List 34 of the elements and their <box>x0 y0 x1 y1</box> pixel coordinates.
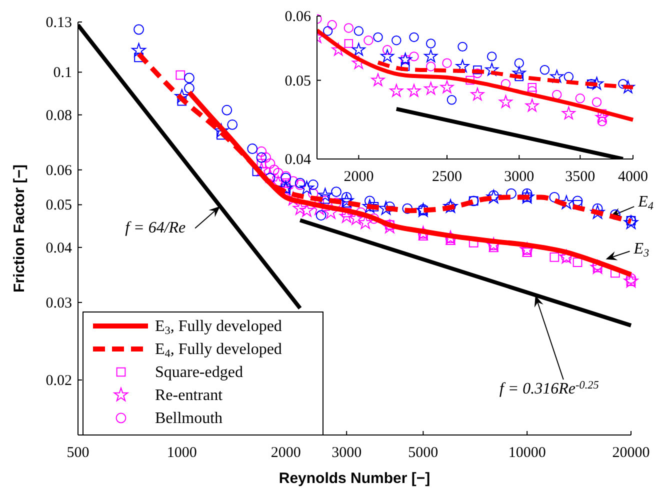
x-tick-label: 2500 <box>432 169 462 185</box>
x-tick-label: 2000 <box>270 445 301 461</box>
legend-label: Bellmouth <box>155 410 223 427</box>
x-tick-label: 2000 <box>344 169 374 185</box>
y-tick-label: 0.08 <box>46 108 72 124</box>
y-tick-label: 0.06 <box>46 162 72 179</box>
y-axis-title: Friction Factor [−] <box>11 164 28 292</box>
legend-label: Re-entrant <box>155 387 224 404</box>
x-tick-label: 20000 <box>612 445 650 461</box>
y-tick-label: 0.02 <box>46 372 72 389</box>
x-tick-label: 10000 <box>508 445 546 461</box>
y-tick-label: 0.04 <box>284 152 312 168</box>
x-tick-label: 3000 <box>332 445 362 461</box>
y-tick-label: 0.04 <box>46 240 72 256</box>
y-tick-label: 0.05 <box>46 198 72 214</box>
x-tick-label: 500 <box>66 445 90 461</box>
x-tick-label: 5000 <box>408 445 438 461</box>
y-tick-label: 0.1 <box>53 65 72 82</box>
x-tick-label: 4000 <box>618 169 648 185</box>
legend-label: E$_{3}$, Fully developed <box>155 318 282 338</box>
y-tick-label: 0.13 <box>46 15 72 31</box>
x-axis-title: Reynolds Number [−] <box>278 470 430 487</box>
annotation: E$_{4}$ <box>637 194 654 213</box>
x-tick-label: 3500 <box>565 169 596 185</box>
annotation: f = 64/Re <box>125 219 186 236</box>
annotation: f = 0.316Re$^{-0.25}$ <box>499 380 600 398</box>
y-tick-label: 0.05 <box>284 73 311 90</box>
annotation: E$_{3}$ <box>632 240 650 260</box>
y-tick-label: 0.03 <box>46 295 72 312</box>
x-tick-label: 3000 <box>504 169 534 185</box>
legend-label: Square-edged <box>155 364 243 381</box>
legend-label: E$_{4}$, Fully developed <box>155 341 282 360</box>
y-tick-label: 0.06 <box>284 9 312 25</box>
x-tick-label: 1000 <box>166 445 197 461</box>
